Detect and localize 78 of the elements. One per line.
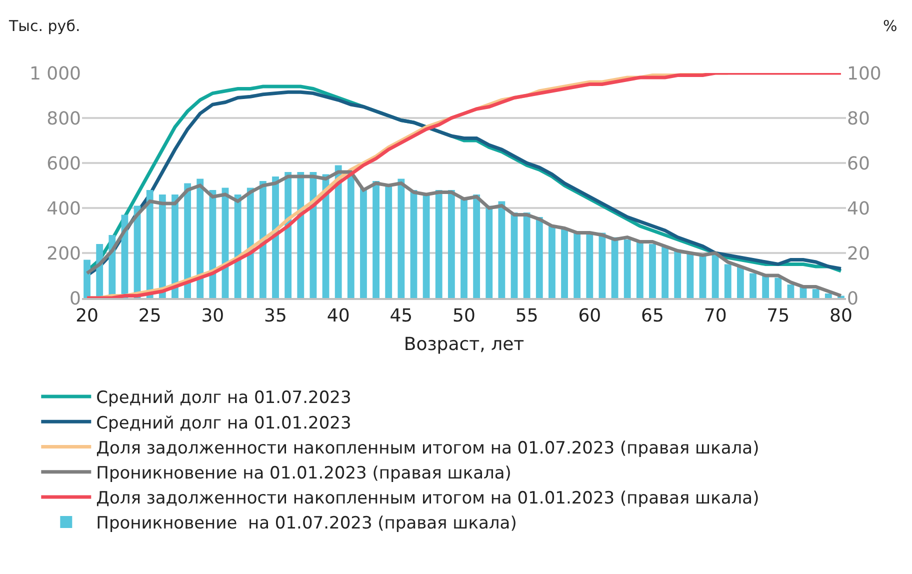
line-series: [85, 170, 843, 298]
bar: [398, 178, 405, 298]
y2-tick-label: 60: [847, 153, 870, 174]
bar: [146, 190, 154, 298]
bar: [460, 199, 468, 298]
bar: [561, 228, 568, 298]
bar: [636, 242, 644, 298]
x-tick-label: 45: [390, 305, 413, 326]
bar: [473, 194, 480, 298]
bar: [172, 194, 178, 298]
bar: [750, 273, 756, 298]
bar: [435, 190, 442, 298]
bar: [712, 253, 719, 298]
x-tick-label: 60: [578, 305, 602, 326]
bar: [410, 190, 418, 298]
x-tick-label: 75: [766, 305, 790, 326]
bar: [372, 181, 380, 298]
y-tick-label: 600: [46, 153, 81, 174]
bar: [762, 276, 770, 298]
x-tick-label: 65: [641, 305, 664, 326]
y2-axis-title: %: [883, 17, 898, 35]
y2-tick-label: 40: [847, 198, 870, 220]
bar: [523, 212, 530, 298]
y-tick-label: 1 000: [29, 63, 81, 84]
bar: [686, 253, 694, 298]
x-tick-label: 35: [264, 305, 287, 326]
bar: [574, 232, 581, 298]
bar: [548, 226, 556, 298]
bar: [674, 250, 682, 298]
bar: [486, 206, 493, 298]
bar: [360, 188, 367, 298]
bar: [422, 194, 430, 298]
bar: [184, 183, 192, 298]
x-tick-label: 40: [326, 305, 350, 326]
legend-label: Доля задолженности накопленным итогом на 01.01.2023 (правая шкала): [96, 488, 760, 509]
bar: [624, 240, 631, 298]
bar: [510, 212, 518, 298]
bar: [536, 217, 543, 298]
y-axis-title: Тыс. руб.: [8, 17, 80, 35]
bar: [699, 255, 706, 298]
bar: [158, 194, 166, 298]
bar: [662, 246, 669, 298]
bar: [736, 266, 744, 298]
legend-label: Средний долг на 01.07.2023: [96, 388, 352, 408]
legend-label: Средний долг на 01.01.2023: [96, 413, 352, 434]
bar: [334, 165, 342, 298]
legend-label: Проникновение на 01.01.2023 (правая шкала): [96, 463, 512, 484]
bar: [824, 294, 832, 298]
bar: [84, 260, 90, 298]
bar: [498, 201, 506, 298]
bar: [284, 172, 292, 298]
bar: [297, 172, 304, 298]
y2-tick-label: 20: [847, 243, 870, 264]
y2-tick-label: 100: [847, 63, 882, 84]
x-axis-title: Возраст, лет: [404, 334, 524, 355]
bar: [774, 278, 782, 298]
bar: [787, 284, 794, 298]
bar: [724, 264, 732, 298]
x-tick-label: 70: [704, 305, 727, 326]
bar: [812, 289, 820, 298]
bar: [586, 232, 594, 298]
x-tick-label: 25: [138, 305, 162, 326]
bar: [649, 244, 656, 298]
bar: [347, 172, 354, 298]
bar: [209, 190, 216, 298]
bar: [234, 194, 242, 298]
y-tick-label: 400: [46, 198, 81, 220]
y-tick-label: 200: [46, 243, 81, 264]
bar: [385, 186, 392, 298]
legend-label: Доля задолженности накопленным итогом на 01.07.2023 (правая шкала): [96, 438, 760, 458]
bar: [196, 178, 204, 298]
legend-label: Проникновение на 01.07.2023 (правая шкала): [96, 514, 517, 534]
x-tick-label: 30: [201, 305, 224, 326]
x-tick-label: 50: [452, 305, 476, 326]
y2-tick-label: 80: [847, 108, 870, 130]
y-tick-label: 800: [46, 108, 81, 130]
x-tick-label: 55: [515, 305, 538, 326]
bar: [448, 190, 455, 298]
